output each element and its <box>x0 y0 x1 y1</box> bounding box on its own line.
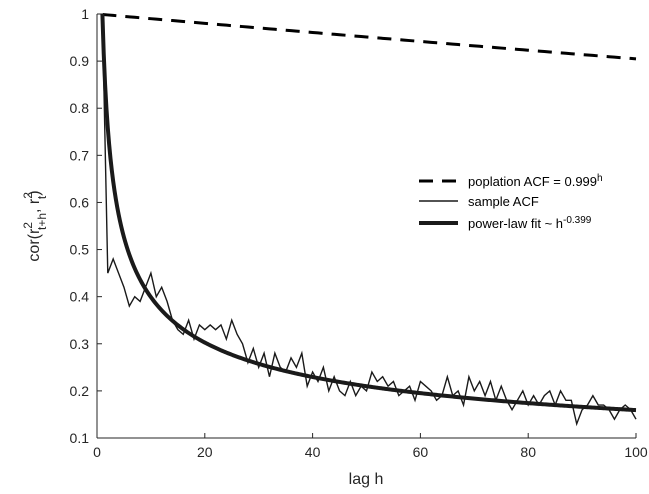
x-tick-label: 20 <box>197 444 213 460</box>
legend-population-sup: h <box>597 173 603 184</box>
y-tick-label: 1 <box>81 6 89 22</box>
legend-label-fit: power-law fit ~ h-0.399 <box>468 215 592 232</box>
y-ticks: 0.1 0.2 0.3 0.4 0.5 0.6 0.7 0.8 0.9 1 <box>70 6 102 446</box>
x-tick-label: 100 <box>624 444 648 460</box>
y-tick-label: 0.3 <box>70 336 90 352</box>
y-axis-label: cor(r2t+h, r2t) <box>21 190 49 261</box>
y-tick-label: 0.5 <box>70 242 90 258</box>
y-label-sub1: t+h <box>35 213 49 230</box>
x-axis-label: lag h <box>349 471 384 488</box>
y-tick-label: 0.2 <box>70 383 90 399</box>
x-tick-label: 0 <box>93 444 101 460</box>
legend-population-text: poplation ACF = 0.999 <box>468 174 597 189</box>
series-population-acf <box>102 12 637 61</box>
y-label-sup1: 2 <box>21 222 35 229</box>
series-sample-acf <box>101 13 637 427</box>
x-tick-label: 60 <box>413 444 429 460</box>
x-tick-label: 40 <box>305 444 321 460</box>
legend-fit-sup: -0.399 <box>563 215 592 226</box>
y-label-end: ) <box>26 190 43 195</box>
y-tick-label: 0.6 <box>70 194 90 210</box>
y-tick-label: 0.4 <box>70 289 90 305</box>
y-label-sup2: 2 <box>21 192 35 199</box>
y-label-base: cor(r <box>26 228 43 262</box>
x-ticks: 0 20 40 60 80 100 <box>93 433 648 460</box>
series-power-law-fit <box>100 13 637 413</box>
y-label-mid: , r <box>26 198 43 213</box>
y-tick-label: 0.8 <box>70 100 90 116</box>
legend-label-sample: sample ACF <box>468 194 539 209</box>
legend-label-population: poplation ACF = 0.999h <box>468 173 603 190</box>
legend: poplation ACF = 0.999h sample ACF power-… <box>419 173 603 232</box>
x-tick-label: 80 <box>520 444 536 460</box>
legend-fit-text: power-law fit ~ h <box>468 216 563 231</box>
y-tick-label: 0.9 <box>70 53 90 69</box>
y-label-sub2: t <box>35 195 49 199</box>
y-tick-label: 0.1 <box>70 430 90 446</box>
y-tick-label: 0.7 <box>70 147 90 163</box>
